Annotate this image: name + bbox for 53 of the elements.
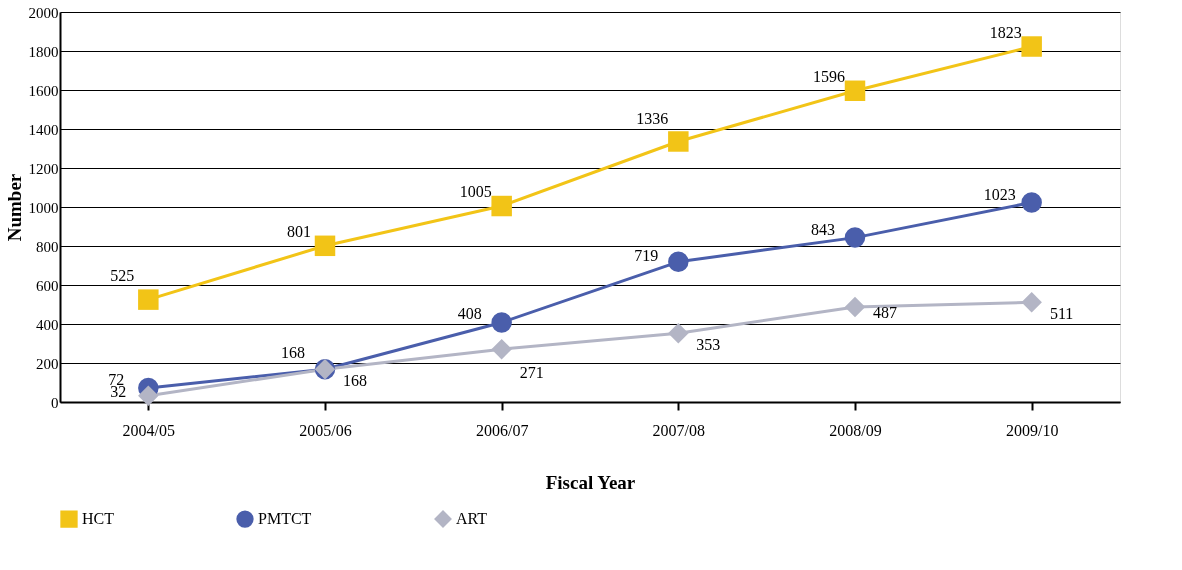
y-axis-title: Number — [3, 173, 25, 242]
data-label: 801 — [287, 222, 311, 240]
data-label: 1023 — [983, 185, 1016, 203]
data-label: 1596 — [813, 67, 845, 85]
data-label: 1823 — [989, 23, 1022, 41]
x-tick-label: 2005/06 — [299, 421, 352, 439]
data-label: 1005 — [459, 183, 492, 201]
x-tick-label: 2007/08 — [652, 421, 706, 439]
y-tick-label: 400 — [36, 316, 59, 333]
point — [138, 289, 159, 310]
y-tick-label: 2000 — [28, 4, 59, 21]
x-tick-label: 2004/05 — [122, 421, 176, 439]
y-tick-label: 600 — [36, 277, 59, 294]
data-label: 353 — [696, 336, 721, 354]
data-label: 511 — [1049, 305, 1074, 323]
data-label: 168 — [343, 372, 367, 390]
y-tick-label: 800 — [36, 238, 59, 255]
data-label: 719 — [634, 246, 659, 264]
y-tick-label: 1000 — [28, 199, 59, 216]
data-label: 525 — [110, 266, 135, 284]
data-label: 168 — [281, 344, 305, 362]
legend-label: PMTCT — [258, 510, 312, 528]
point — [668, 251, 689, 273]
x-tick-label: 2009/10 — [1005, 421, 1059, 439]
legend-label: ART — [456, 510, 488, 528]
point — [844, 227, 866, 248]
point — [668, 131, 689, 152]
data-label: 843 — [811, 220, 835, 238]
y-tick-label: 200 — [36, 355, 59, 372]
data-label: 408 — [457, 305, 482, 323]
y-tick-label: 1400 — [28, 121, 59, 138]
y-tick-label: 1600 — [28, 82, 59, 99]
point — [844, 80, 866, 102]
x-axis-title: Fiscal Year — [545, 471, 636, 493]
point — [491, 338, 512, 360]
legend-label: HCT — [82, 510, 115, 528]
point — [1021, 192, 1042, 213]
point — [1021, 36, 1042, 57]
point — [491, 312, 512, 333]
data-label: 1336 — [636, 110, 669, 128]
x-tick-label: 2008/09 — [829, 421, 882, 439]
y-tick-label: 1800 — [28, 43, 59, 60]
point — [1021, 292, 1042, 313]
point — [668, 322, 689, 344]
y-tick-label: 0 — [51, 394, 59, 411]
point — [138, 385, 159, 407]
x-tick-label: 2006/07 — [475, 421, 529, 439]
point — [844, 296, 866, 318]
point — [491, 195, 512, 217]
data-label: 271 — [519, 364, 544, 382]
data-label: 487 — [873, 304, 897, 322]
y-tick-label: 1200 — [28, 160, 59, 177]
point — [314, 235, 336, 257]
